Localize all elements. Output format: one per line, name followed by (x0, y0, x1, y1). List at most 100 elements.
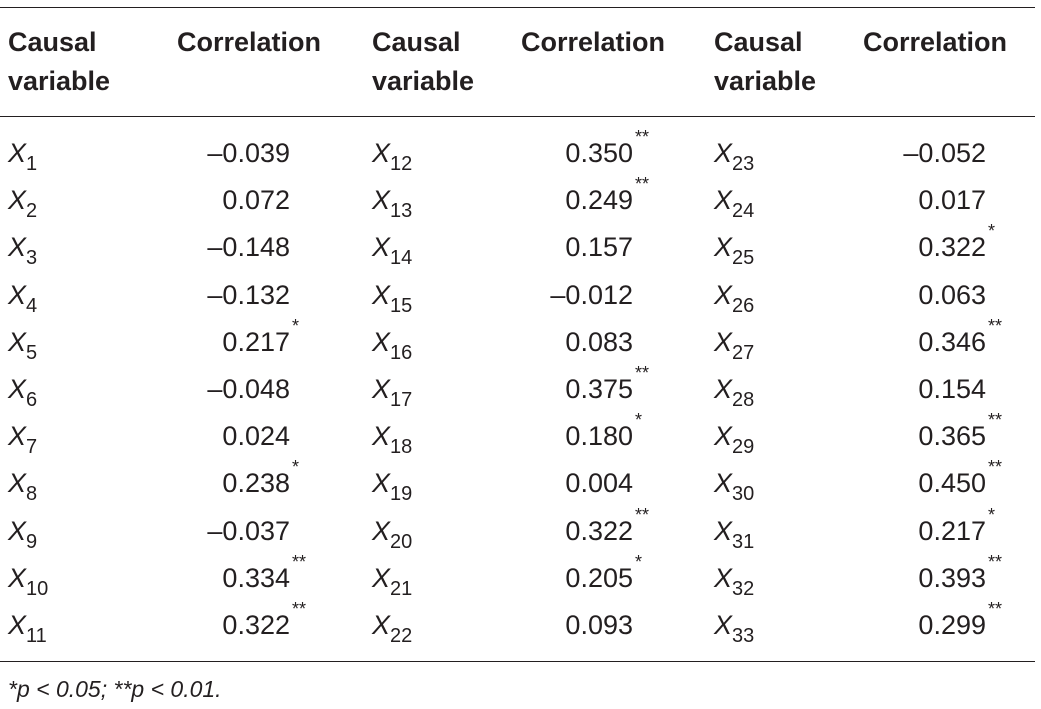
variable-symbol: X (714, 515, 733, 546)
correlation-cell: 0.004 (533, 467, 633, 499)
causal-variable-cell: X8 (8, 467, 37, 504)
correlation-cell: 0.375 ** (565, 363, 650, 404)
causal-variable-cell: X29 (714, 420, 754, 457)
causal-variable-cell: X33 (714, 609, 754, 646)
header-correlation: Correlation (521, 27, 666, 57)
variable-symbol: X (8, 468, 27, 499)
correlation-value: –0.037 (207, 515, 290, 546)
variable-subscript: 9 (26, 530, 38, 553)
variable-symbol: X (8, 562, 27, 593)
variable-symbol: X (714, 374, 733, 404)
correlation-value: 0.017 (918, 185, 986, 216)
header-causal-line: variable (372, 66, 475, 96)
header-causal-line: Causal (8, 27, 97, 57)
causal-variable-cell: X7 (8, 420, 37, 457)
causal-variable-cell: X19 (372, 467, 412, 504)
header-causal-line: variable (8, 66, 111, 96)
variable-symbol: X (372, 610, 391, 640)
variable-subscript: 28 (732, 389, 755, 411)
correlation-value: 0.154 (918, 374, 986, 404)
correlation-value: 0.157 (565, 232, 633, 263)
correlation-cell: 0.083 (533, 326, 633, 358)
variable-symbol: X (372, 468, 391, 499)
correlation-cell: 0.322 ** (565, 504, 650, 546)
correlation-cell: 0.093 (533, 609, 633, 641)
variable-symbol: X (8, 421, 27, 452)
header-causal-line: Causal (714, 27, 803, 57)
correlation-value: 0.450 (918, 468, 986, 499)
causal-variable-cell: X2 (8, 184, 37, 221)
causal-variable-cell: X11 (8, 609, 47, 646)
causal-variable-cell: X17 (372, 373, 412, 410)
causal-variable-cell: X1 (8, 137, 37, 174)
variable-subscript: 27 (732, 341, 755, 364)
causal-variable-cell: X12 (372, 137, 412, 174)
correlation-cell: 0.063 (886, 279, 986, 311)
variable-symbol: X (714, 562, 733, 593)
table-header-rule (0, 116, 1035, 117)
correlation-cell: –0.048 (190, 373, 290, 405)
header-causal-variable: Causal variable (372, 23, 474, 101)
correlation-value: 0.350 (565, 138, 633, 168)
variable-subscript: 12 (390, 153, 413, 175)
variable-symbol: X (372, 326, 391, 357)
correlation-value: 0.375 (565, 374, 633, 404)
variable-symbol: X (8, 232, 27, 263)
variable-subscript: 25 (732, 247, 755, 270)
correlation-value: –0.012 (550, 279, 633, 310)
causal-variable-cell: X20 (372, 515, 412, 552)
variable-symbol: X (372, 279, 391, 310)
variable-subscript: 8 (26, 483, 38, 506)
causal-variable-cell: X25 (714, 231, 754, 268)
variable-subscript: 6 (26, 389, 38, 411)
table-bottom-rule (0, 661, 1035, 662)
correlation-value: 0.217 (918, 515, 986, 546)
correlation-cell: 0.299 ** (918, 599, 1003, 640)
variable-symbol: X (372, 562, 391, 593)
variable-subscript: 31 (732, 530, 755, 553)
variable-subscript: 16 (390, 341, 413, 364)
correlation-cell: 0.072 (190, 184, 290, 216)
variable-subscript: 32 (732, 577, 755, 600)
header-correlation: Correlation (863, 27, 1008, 57)
variable-symbol: X (714, 421, 733, 452)
variable-subscript: 23 (732, 153, 755, 175)
causal-variable-cell: X21 (372, 562, 412, 599)
variable-symbol: X (714, 610, 733, 640)
variable-subscript: 3 (26, 247, 38, 270)
variable-symbol: X (372, 515, 391, 546)
correlation-cell: 0.205 * (565, 551, 643, 593)
correlation-cell: –0.148 (190, 231, 290, 263)
causal-variable-cell: X10 (8, 562, 48, 599)
variable-subscript: 29 (732, 436, 755, 459)
variable-subscript: 26 (732, 294, 755, 317)
variable-subscript: 4 (26, 294, 38, 317)
correlation-value: 0.299 (918, 610, 986, 640)
causal-variable-cell: X22 (372, 609, 412, 646)
header-causal-variable: Causal variable (8, 23, 110, 101)
variable-subscript: 20 (390, 530, 413, 553)
causal-variable-cell: X18 (372, 420, 412, 457)
correlation-cell: 0.157 (533, 231, 633, 263)
header-causal-line: variable (714, 66, 817, 96)
causal-variable-cell: X27 (714, 326, 754, 363)
variable-symbol: X (372, 185, 391, 216)
causal-variable-cell: X14 (372, 231, 412, 268)
correlation-cell: 0.238 * (222, 457, 300, 499)
variable-symbol: X (8, 138, 27, 168)
variable-symbol: X (8, 374, 27, 404)
variable-symbol: X (8, 326, 27, 357)
causal-variable-cell: X23 (714, 137, 754, 174)
variable-subscript: 19 (390, 483, 413, 506)
variable-symbol: X (372, 138, 391, 168)
causal-variable-cell: X24 (714, 184, 754, 221)
correlation-value: –0.048 (207, 374, 290, 404)
correlation-value: 0.063 (918, 279, 986, 310)
correlation-cell: 0.322 * (918, 221, 996, 263)
correlation-cell: 0.249 ** (565, 174, 650, 216)
correlation-value: 0.393 (918, 562, 986, 593)
variable-symbol: X (714, 279, 733, 310)
causal-variable-cell: X6 (8, 373, 37, 410)
variable-symbol: X (8, 185, 27, 216)
correlation-cell: 0.334 ** (222, 551, 307, 593)
